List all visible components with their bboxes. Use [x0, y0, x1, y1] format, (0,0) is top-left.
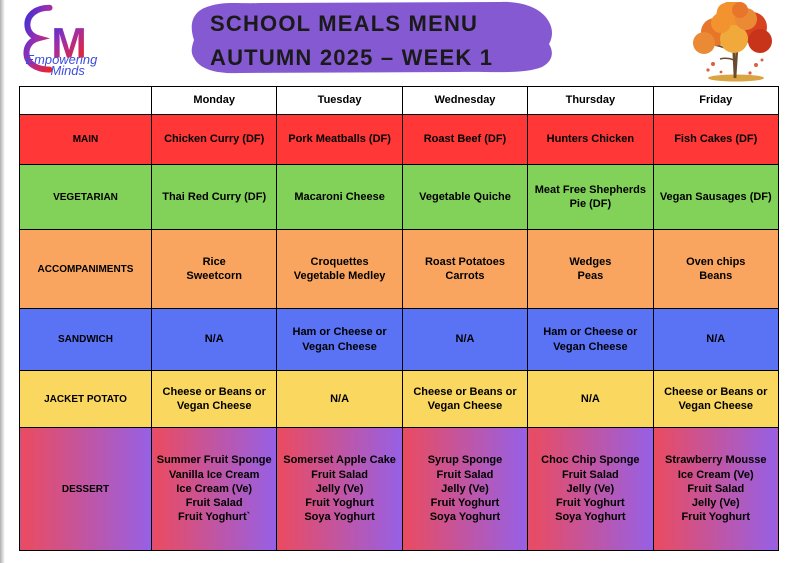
svg-text:Minds: Minds — [50, 63, 85, 78]
